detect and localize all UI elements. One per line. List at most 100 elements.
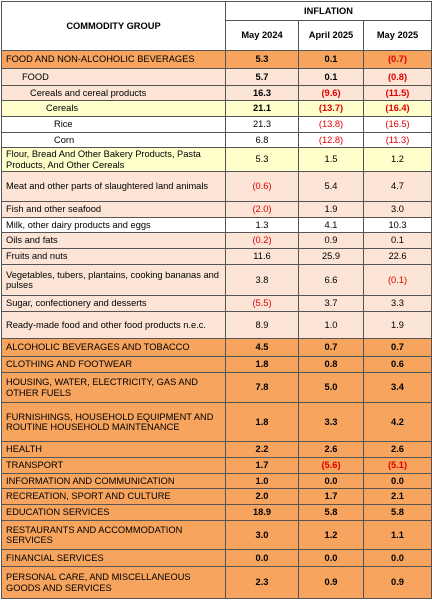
row-value: 0.1 [363, 232, 432, 249]
row-value: 2.3 [225, 566, 299, 599]
row-label: PERSONAL CARE, AND MISCELLANEOUS GOODS A… [1, 566, 226, 599]
table-row: Cereals and cereal products 16.3 (9.6) (11.… [1, 85, 432, 101]
row-value: 2.6 [298, 441, 364, 458]
table-row: INFORMATION AND COMMUNICATION 1.0 0.0 0.0 [1, 473, 432, 489]
row-value: 11.6 [225, 248, 299, 265]
row-value: (0.2) [225, 232, 299, 249]
table-row: Oils and fats (0.2) 0.9 0.1 [1, 232, 432, 249]
table-row: FOOD AND NON-ALCOHOLIC BEVERAGES 5.3 0.1 (0… [1, 50, 432, 69]
row-label: EDUCATION SERVICES [1, 504, 226, 521]
row-value: 0.8 [298, 356, 364, 373]
header-column: May 2024 [225, 20, 299, 51]
table-row: RESTAURANTS AND ACCOMMODATION SERVICES 3.… [1, 520, 432, 550]
row-value: 25.9 [298, 248, 364, 265]
row-value: (0.7) [363, 50, 432, 69]
row-value: 5.0 [298, 372, 364, 403]
row-value: 2.0 [225, 488, 299, 505]
row-label: Cereals [1, 100, 226, 117]
table-row: RECREATION, SPORT AND CULTURE 2.0 1.7 2.1 [1, 488, 432, 505]
row-value: 1.9 [298, 201, 364, 218]
row-label: Vegetables, tubers, plantains, cooking b… [1, 264, 226, 296]
table-row: Corn 6.8 (12.8) (11.3) [1, 132, 432, 148]
row-value: 0.6 [363, 356, 432, 373]
row-value: 22.6 [363, 248, 432, 265]
table-row: Flour, Bread And Other Bakery Products, … [1, 147, 432, 172]
row-label: Cereals and cereal products [1, 85, 226, 101]
row-value: (16.5) [363, 116, 432, 133]
row-label: CLOTHING AND FOOTWEAR [1, 356, 226, 373]
table-row: Meat and other parts of slaughtered land… [1, 171, 432, 202]
row-value: 0.0 [363, 549, 432, 567]
row-value: 7.8 [225, 372, 299, 403]
row-value: 5.4 [298, 171, 364, 202]
table-row: FOOD 5.7 0.1 (0.8) [1, 68, 432, 86]
row-value: 1.7 [225, 457, 299, 474]
row-value: 0.1 [298, 68, 364, 86]
row-value: 1.8 [225, 356, 299, 373]
row-label: Corn [1, 132, 226, 148]
row-value: (0.6) [225, 171, 299, 202]
table-row: Vegetables, tubers, plantains, cooking b… [1, 264, 432, 296]
table-row: ALCOHOLIC BEVERAGES AND TOBACCO 4.5 0.7 0.7 [1, 338, 432, 357]
row-value: 4.5 [225, 338, 299, 357]
table-row: Rice 21.3 (13.8) (16.5) [1, 116, 432, 133]
row-value: 21.1 [225, 100, 299, 117]
row-value: (0.1) [363, 264, 432, 296]
table-row: Ready-made food and other food products … [1, 311, 432, 339]
row-value: (0.8) [363, 68, 432, 86]
row-value: (5.6) [298, 457, 364, 474]
row-value: 3.4 [363, 372, 432, 403]
row-value: 1.0 [225, 473, 299, 489]
row-value: 3.3 [298, 402, 364, 442]
row-label: TRANSPORT [1, 457, 226, 474]
row-value: 1.3 [225, 217, 299, 233]
row-value: 0.0 [363, 473, 432, 489]
row-value: 0.0 [298, 549, 364, 567]
table-row: TRANSPORT 1.7 (5.6) (5.1) [1, 457, 432, 474]
row-value: 1.5 [298, 147, 364, 172]
table-row: Milk, other dairy products and eggs 1.3 4.… [1, 217, 432, 233]
row-value: 1.9 [363, 311, 432, 339]
row-value: 2.6 [363, 441, 432, 458]
row-label: Meat and other parts of slaughtered land… [1, 171, 226, 202]
table-row: CLOTHING AND FOOTWEAR 1.8 0.8 0.6 [1, 356, 432, 373]
row-value: 3.8 [225, 264, 299, 296]
row-value: 2.1 [363, 488, 432, 505]
row-label: HOUSING, WATER, ELECTRICITY, GAS AND OTH… [1, 372, 226, 403]
row-value: (16.4) [363, 100, 432, 117]
row-value: 3.7 [298, 295, 364, 312]
table-row: PERSONAL CARE, AND MISCELLANEOUS GOODS A… [1, 566, 432, 599]
row-value: 1.1 [363, 520, 432, 550]
row-value: 3.0 [225, 520, 299, 550]
row-value: (9.6) [298, 85, 364, 101]
table-row: Fruits and nuts 11.6 25.9 22.6 [1, 248, 432, 265]
row-label: Ready-made food and other food products … [1, 311, 226, 339]
row-value: 6.6 [298, 264, 364, 296]
table-row: FURNISHINGS, HOUSEHOLD EQUIPMENT AND ROU… [1, 402, 432, 442]
row-value: 0.9 [298, 566, 364, 599]
row-value: 5.3 [225, 147, 299, 172]
table-row: EDUCATION SERVICES 18.9 5.8 5.8 [1, 504, 432, 521]
table-row: Fish and other seafood (2.0) 1.9 3.0 [1, 201, 432, 218]
row-value: (5.1) [363, 457, 432, 474]
row-value: 0.1 [298, 50, 364, 69]
row-value: (5.5) [225, 295, 299, 312]
row-label: ALCOHOLIC BEVERAGES AND TOBACCO [1, 338, 226, 357]
row-value: 8.9 [225, 311, 299, 339]
row-label: Flour, Bread And Other Bakery Products, … [1, 147, 226, 172]
row-label: FOOD AND NON-ALCOHOLIC BEVERAGES [1, 50, 226, 69]
row-value: 21.3 [225, 116, 299, 133]
row-value: 0.7 [298, 338, 364, 357]
row-value: 5.8 [363, 504, 432, 521]
row-value: 4.7 [363, 171, 432, 202]
row-value: 1.0 [298, 311, 364, 339]
row-value: (13.8) [298, 116, 364, 133]
table-row: Sugar, confectionery and desserts (5.5) 3.… [1, 295, 432, 312]
row-value: 3.3 [363, 295, 432, 312]
row-value: (2.0) [225, 201, 299, 218]
row-label: Milk, other dairy products and eggs [1, 217, 226, 233]
row-value: 18.9 [225, 504, 299, 521]
row-value: 0.9 [298, 232, 364, 249]
row-label: RESTAURANTS AND ACCOMMODATION SERVICES [1, 520, 226, 550]
